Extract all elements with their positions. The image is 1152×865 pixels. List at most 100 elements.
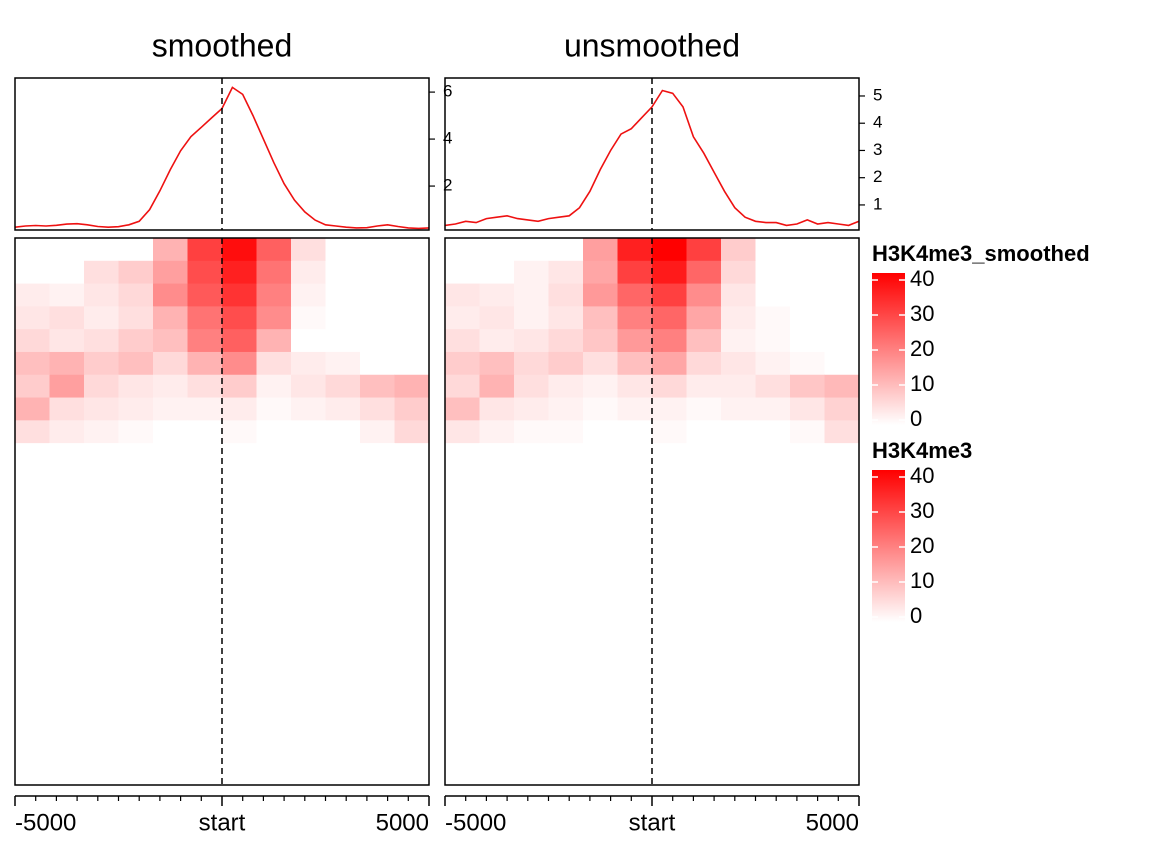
heatmap-cell: [514, 534, 549, 558]
heatmap-cell: [686, 557, 722, 581]
heatmap-cell: [686, 306, 722, 330]
heatmap-cell: [49, 488, 85, 512]
heatmap-cell: [445, 260, 480, 285]
heatmap-cell: [790, 648, 825, 672]
heatmap-cell: [755, 238, 791, 262]
y-tick-label: 2: [873, 167, 882, 186]
heatmap-cell: [721, 260, 756, 285]
heatmap-cell: [617, 671, 653, 695]
heatmap-cell: [291, 260, 326, 285]
heatmap-cell: [617, 625, 653, 649]
heatmap-cell: [15, 716, 50, 740]
heatmap-cell: [187, 443, 223, 467]
heatmap-cell: [153, 534, 188, 558]
heatmap-cell: [445, 351, 480, 376]
heatmap-cell: [686, 739, 722, 763]
heatmap-cell: [187, 283, 223, 307]
heatmap-cell: [118, 579, 154, 604]
heatmap-cell: [514, 648, 549, 672]
heatmap-cell: [360, 648, 395, 672]
heatmap-cell: [617, 306, 653, 330]
heatmap-cell: [84, 671, 119, 695]
heatmap-cell: [583, 534, 618, 558]
heatmap-cell: [548, 739, 584, 763]
heatmap-cell: [548, 465, 584, 490]
heatmap-cell: [445, 693, 480, 718]
heatmap-cell: [256, 374, 292, 399]
heatmap-cell: [118, 557, 154, 581]
heatmap-cell: [291, 306, 326, 330]
heatmap-cell: [652, 465, 687, 490]
heatmap-cell: [49, 534, 85, 558]
heatmap-cell: [721, 465, 756, 490]
heatmap-cell: [479, 602, 515, 626]
heatmap-cell: [755, 762, 791, 786]
heatmap-cell: [84, 465, 119, 490]
heatmap-cell: [721, 693, 756, 718]
heatmap-cell: [360, 443, 395, 467]
heatmap-cell: [187, 511, 223, 535]
heatmap-cell: [548, 648, 584, 672]
heatmap-cell: [548, 488, 584, 512]
heatmap-cell: [824, 397, 860, 421]
heatmap-cell: [755, 488, 791, 512]
heatmap-cell: [153, 602, 188, 626]
heatmap-cell: [652, 488, 687, 512]
heatmap-cell: [118, 351, 154, 376]
heatmap-cell: [15, 739, 50, 763]
heatmap-cell: [187, 648, 223, 672]
heatmap-cell: [445, 557, 480, 581]
heatmap-cell: [49, 716, 85, 740]
heatmap-cell: [15, 351, 50, 376]
heatmap-cell: [360, 488, 395, 512]
heatmap-cell: [118, 397, 154, 421]
legend-tick-label: 40: [910, 463, 934, 488]
heatmap-cell: [617, 351, 653, 376]
heatmap-cell: [617, 283, 653, 307]
x-tick-label: -5000: [15, 809, 76, 836]
heatmap-cell: [617, 739, 653, 763]
heatmap-cell: [187, 762, 223, 786]
heatmap-cell: [187, 351, 223, 376]
heatmap-cell: [291, 374, 326, 399]
heatmap-cell: [222, 625, 257, 649]
heatmap-cell: [153, 716, 188, 740]
heatmap-cell: [721, 488, 756, 512]
heatmap-cell: [445, 511, 480, 535]
heatmap-cell: [84, 260, 119, 285]
heatmap-cell: [445, 762, 480, 786]
heatmap-cell: [222, 238, 257, 262]
heatmap-cell: [514, 602, 549, 626]
heatmap-cell: [118, 374, 154, 399]
heatmap-cell: [118, 762, 154, 786]
legend-tick-label: 10: [910, 371, 934, 396]
heatmap-cell: [617, 648, 653, 672]
heatmap-cell: [49, 762, 85, 786]
y-tick-label: 2: [443, 176, 452, 195]
heatmap-cell: [824, 351, 860, 376]
heatmap-cell: [153, 351, 188, 376]
heatmap-cell: [118, 283, 154, 307]
heatmap-cell: [256, 762, 292, 786]
heatmap-cell: [721, 351, 756, 376]
heatmap-cell: [325, 329, 361, 353]
heatmap-cell: [686, 238, 722, 262]
heatmap-cell: [15, 397, 50, 421]
heatmap-cell: [153, 465, 188, 490]
heatmap-cell: [49, 329, 85, 353]
panel-title: smoothed: [152, 27, 293, 63]
heatmap-cell: [445, 420, 480, 444]
heatmap-cell: [291, 762, 326, 786]
heatmap-cell: [755, 351, 791, 376]
heatmap-cell: [514, 465, 549, 490]
heatmap-cell: [49, 693, 85, 718]
heatmap-cell: [790, 420, 825, 444]
heatmap-cell: [325, 579, 361, 604]
heatmap-cell: [514, 488, 549, 512]
heatmap-cell: [824, 671, 860, 695]
heatmap-cell: [686, 351, 722, 376]
heatmap-cell: [755, 693, 791, 718]
heatmap-cell: [790, 351, 825, 376]
heatmap-cell: [721, 443, 756, 467]
heatmap-cell: [721, 329, 756, 353]
